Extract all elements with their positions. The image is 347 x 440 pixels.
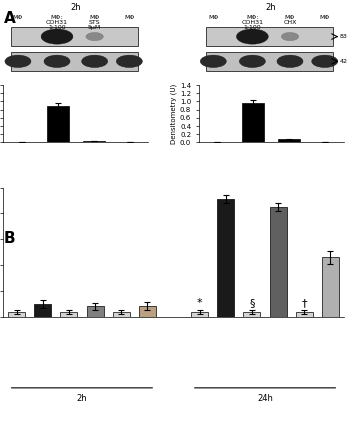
Bar	[8, 312, 25, 317]
Bar	[322, 257, 339, 317]
Text: MΦ
CHX: MΦ CHX	[283, 15, 297, 25]
Ellipse shape	[236, 29, 268, 44]
Bar	[60, 312, 77, 317]
Ellipse shape	[281, 33, 299, 40]
Text: MΦ: MΦ	[320, 15, 330, 19]
Text: MΦ
STS
5μM: MΦ STS 5μM	[88, 15, 101, 30]
Ellipse shape	[82, 55, 108, 67]
Bar	[278, 139, 300, 143]
Text: †: †	[302, 298, 307, 308]
Text: 42kDa: 42kDa	[339, 59, 347, 64]
Bar	[83, 141, 105, 143]
FancyBboxPatch shape	[206, 51, 333, 71]
Bar	[139, 306, 156, 317]
Ellipse shape	[41, 29, 73, 44]
Bar	[34, 304, 51, 317]
Ellipse shape	[312, 55, 338, 67]
Text: 2h: 2h	[77, 394, 87, 403]
Bar	[86, 307, 103, 317]
Ellipse shape	[200, 55, 226, 67]
Bar	[270, 207, 287, 317]
Ellipse shape	[5, 55, 31, 67]
Bar	[242, 103, 264, 143]
Y-axis label: Densitometry (U): Densitometry (U)	[171, 84, 177, 144]
Ellipse shape	[116, 55, 142, 67]
Ellipse shape	[44, 55, 70, 67]
FancyBboxPatch shape	[11, 51, 138, 71]
Text: MΦ:
COH31
1:100: MΦ: COH31 1:100	[46, 15, 68, 30]
Ellipse shape	[86, 33, 103, 40]
Text: §: §	[249, 298, 255, 308]
Text: B: B	[3, 231, 15, 246]
Bar	[217, 199, 234, 317]
Text: 24h: 24h	[257, 394, 273, 403]
Text: A: A	[3, 11, 15, 26]
Ellipse shape	[239, 55, 265, 67]
Bar	[296, 312, 313, 317]
Bar	[113, 312, 130, 317]
Text: MΦ: MΦ	[208, 15, 219, 19]
Bar	[244, 312, 261, 317]
Text: *: *	[197, 298, 202, 308]
Text: MΦ: MΦ	[124, 15, 135, 19]
Text: 83kDa: 83kDa	[339, 34, 347, 39]
Text: 2h: 2h	[266, 3, 277, 12]
Bar	[191, 312, 208, 317]
FancyBboxPatch shape	[206, 27, 333, 46]
FancyBboxPatch shape	[11, 27, 138, 46]
Bar	[47, 106, 69, 143]
Ellipse shape	[277, 55, 303, 67]
Text: MΦ: MΦ	[13, 15, 23, 19]
Text: MΦ:
COH31
1:100: MΦ: COH31 1:100	[242, 15, 263, 30]
Text: 2h: 2h	[70, 3, 81, 12]
